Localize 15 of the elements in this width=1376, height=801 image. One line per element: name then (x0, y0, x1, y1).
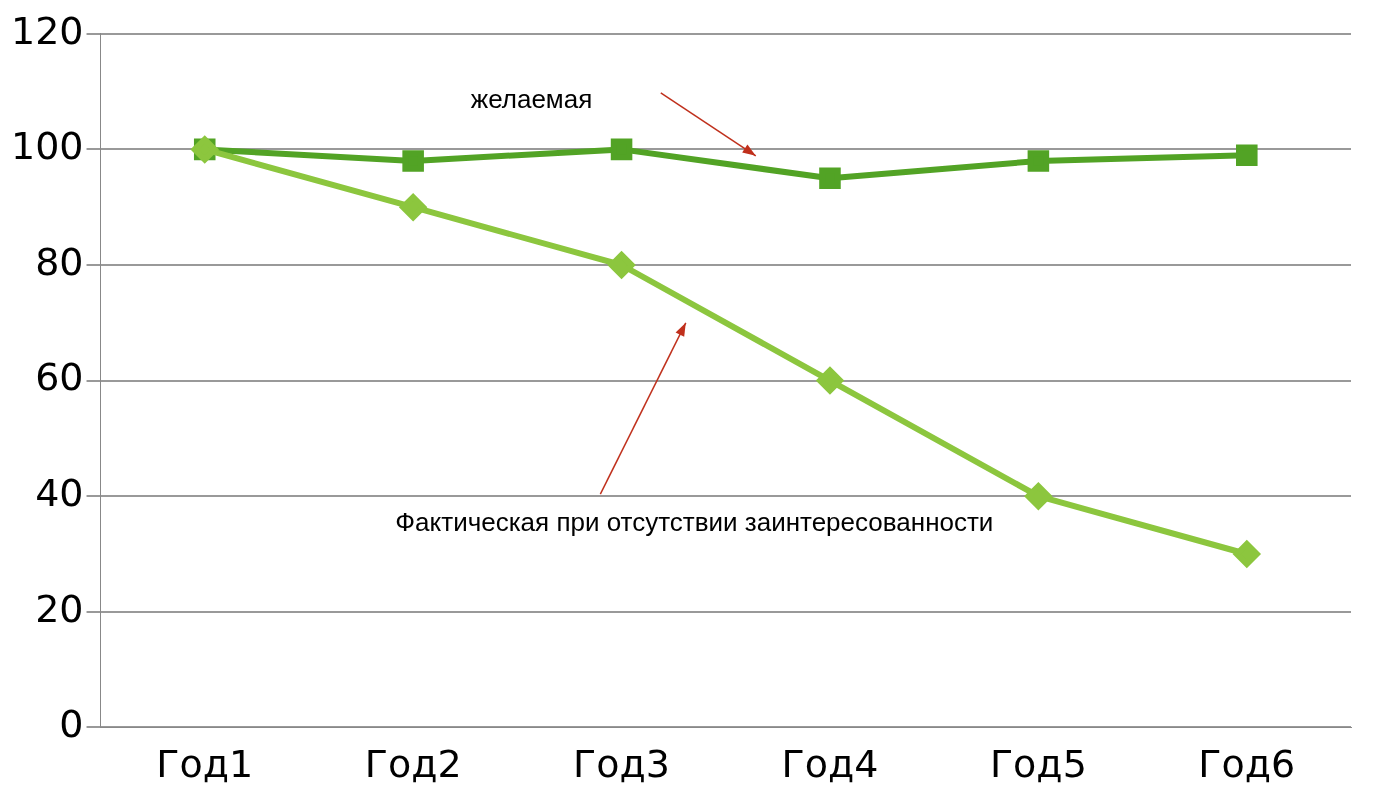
y-tick-label: 20 (35, 586, 84, 631)
y-tick-label: 120 (11, 8, 84, 53)
y-tick-label: 100 (11, 124, 84, 169)
series-label: Фактическая при отсутствии заинтересованности (395, 507, 994, 538)
x-tick-label: Год3 (573, 742, 670, 787)
x-tick-label: Год5 (989, 742, 1087, 787)
x-tick-label: Год2 (364, 742, 462, 787)
x-tick-label: Год6 (1198, 742, 1296, 787)
series-label: желаемая (470, 84, 593, 115)
x-tick-label: Год4 (781, 742, 879, 787)
y-tick-label: 80 (35, 239, 84, 284)
y-tick-label: 60 (35, 355, 84, 400)
y-tick-label: 0 (59, 702, 84, 747)
y-tick-label: 40 (35, 471, 84, 516)
x-tick-label: Год1 (156, 742, 254, 787)
